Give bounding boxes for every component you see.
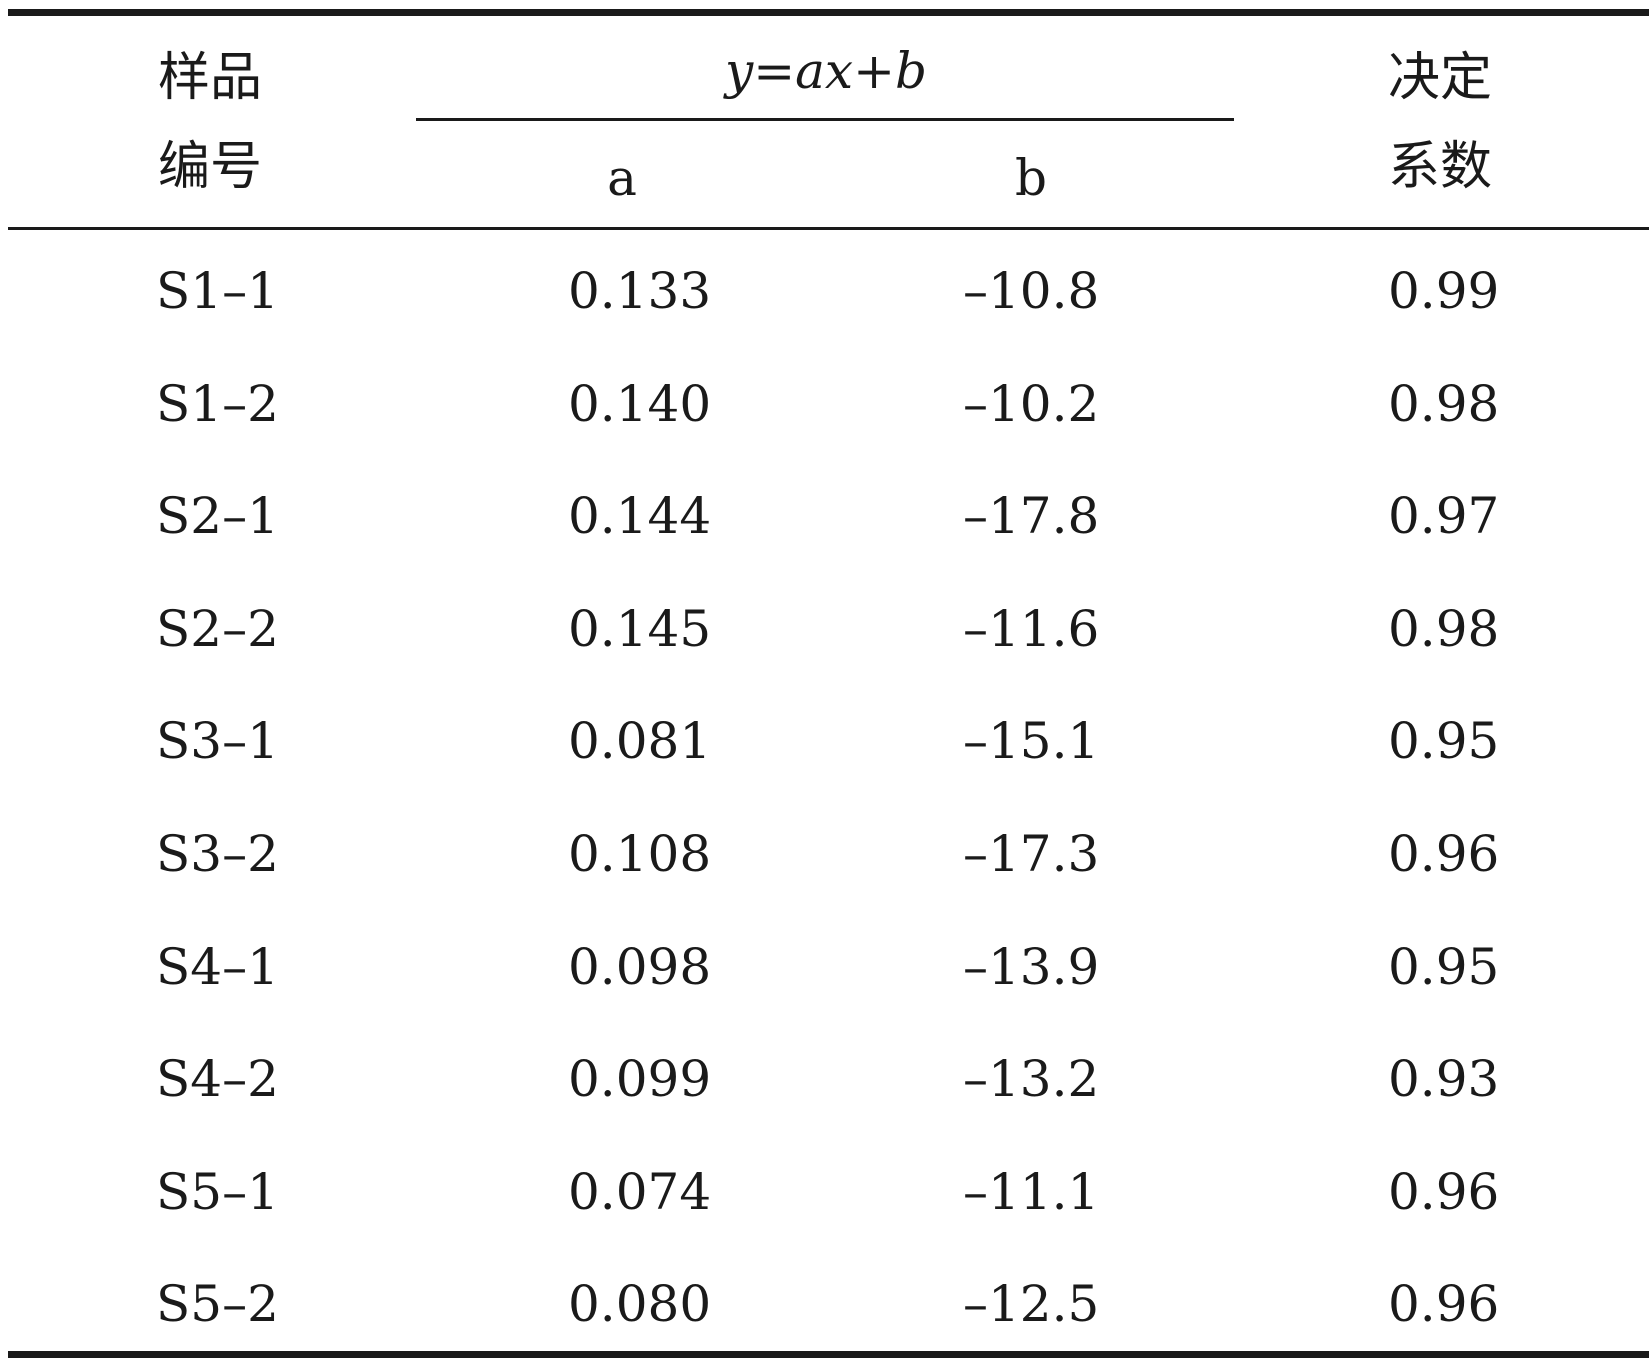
cell-b: –10.2: [963, 374, 1100, 433]
cell-b: –10.8: [963, 262, 1100, 320]
formula-span-rule: [416, 118, 1234, 121]
cell-a: 0.108: [568, 825, 712, 883]
header-r2-line2: 系数: [1388, 137, 1493, 197]
cell-a: 0.099: [568, 1050, 712, 1109]
cell-b: –17.8: [963, 487, 1100, 546]
cell-r2: 0.95: [1388, 712, 1500, 771]
header-col-b: b: [1014, 149, 1048, 207]
cell-r2: 0.93: [1388, 1050, 1500, 1109]
cell-a: 0.140: [568, 374, 712, 433]
cell-b: –17.3: [963, 825, 1100, 883]
table-top-rule: [8, 9, 1649, 16]
header-formula: y=ax+b: [724, 42, 928, 100]
cell-sample-id: S3–2: [156, 825, 279, 883]
cell-r2: 0.95: [1388, 937, 1500, 996]
cell-sample-id: S1–1: [156, 262, 279, 320]
cell-a: 0.144: [568, 487, 712, 546]
cell-sample-id: S2–1: [156, 487, 279, 546]
cell-r2: 0.98: [1388, 599, 1500, 658]
header-sample-line2: 编号: [158, 137, 263, 197]
header-col-a: a: [607, 149, 637, 207]
cell-r2: 0.96: [1388, 825, 1500, 883]
cell-sample-id: S4–1: [156, 937, 279, 996]
cell-b: –11.1: [963, 1162, 1100, 1221]
header-bottom-rule: [8, 227, 1649, 230]
cell-a: 0.145: [568, 599, 712, 658]
cell-sample-id: S5–2: [156, 1275, 279, 1334]
cell-r2: 0.96: [1388, 1162, 1500, 1221]
cell-r2: 0.99: [1388, 262, 1500, 320]
cell-b: –15.1: [963, 712, 1100, 771]
cell-b: –12.5: [963, 1275, 1100, 1334]
cell-b: –13.2: [963, 1050, 1100, 1109]
cell-b: –13.9: [963, 937, 1100, 996]
cell-a: 0.080: [568, 1275, 712, 1334]
cell-r2: 0.97: [1388, 487, 1500, 546]
cell-sample-id: S3–1: [156, 712, 279, 771]
cell-sample-id: S1–2: [156, 374, 279, 433]
header-r2-line1: 决定: [1388, 48, 1493, 108]
cell-r2: 0.98: [1388, 374, 1500, 433]
cell-sample-id: S2–2: [156, 599, 279, 658]
cell-a: 0.133: [568, 262, 712, 320]
cell-r2: 0.96: [1388, 1275, 1500, 1334]
cell-a: 0.074: [568, 1162, 712, 1221]
table-bottom-rule: [8, 1351, 1649, 1358]
cell-a: 0.081: [568, 712, 712, 771]
header-sample-line1: 样品: [158, 48, 263, 108]
cell-sample-id: S4–2: [156, 1050, 279, 1109]
cell-b: –11.6: [963, 599, 1100, 658]
cell-sample-id: S5–1: [156, 1162, 279, 1221]
cell-a: 0.098: [568, 937, 712, 996]
